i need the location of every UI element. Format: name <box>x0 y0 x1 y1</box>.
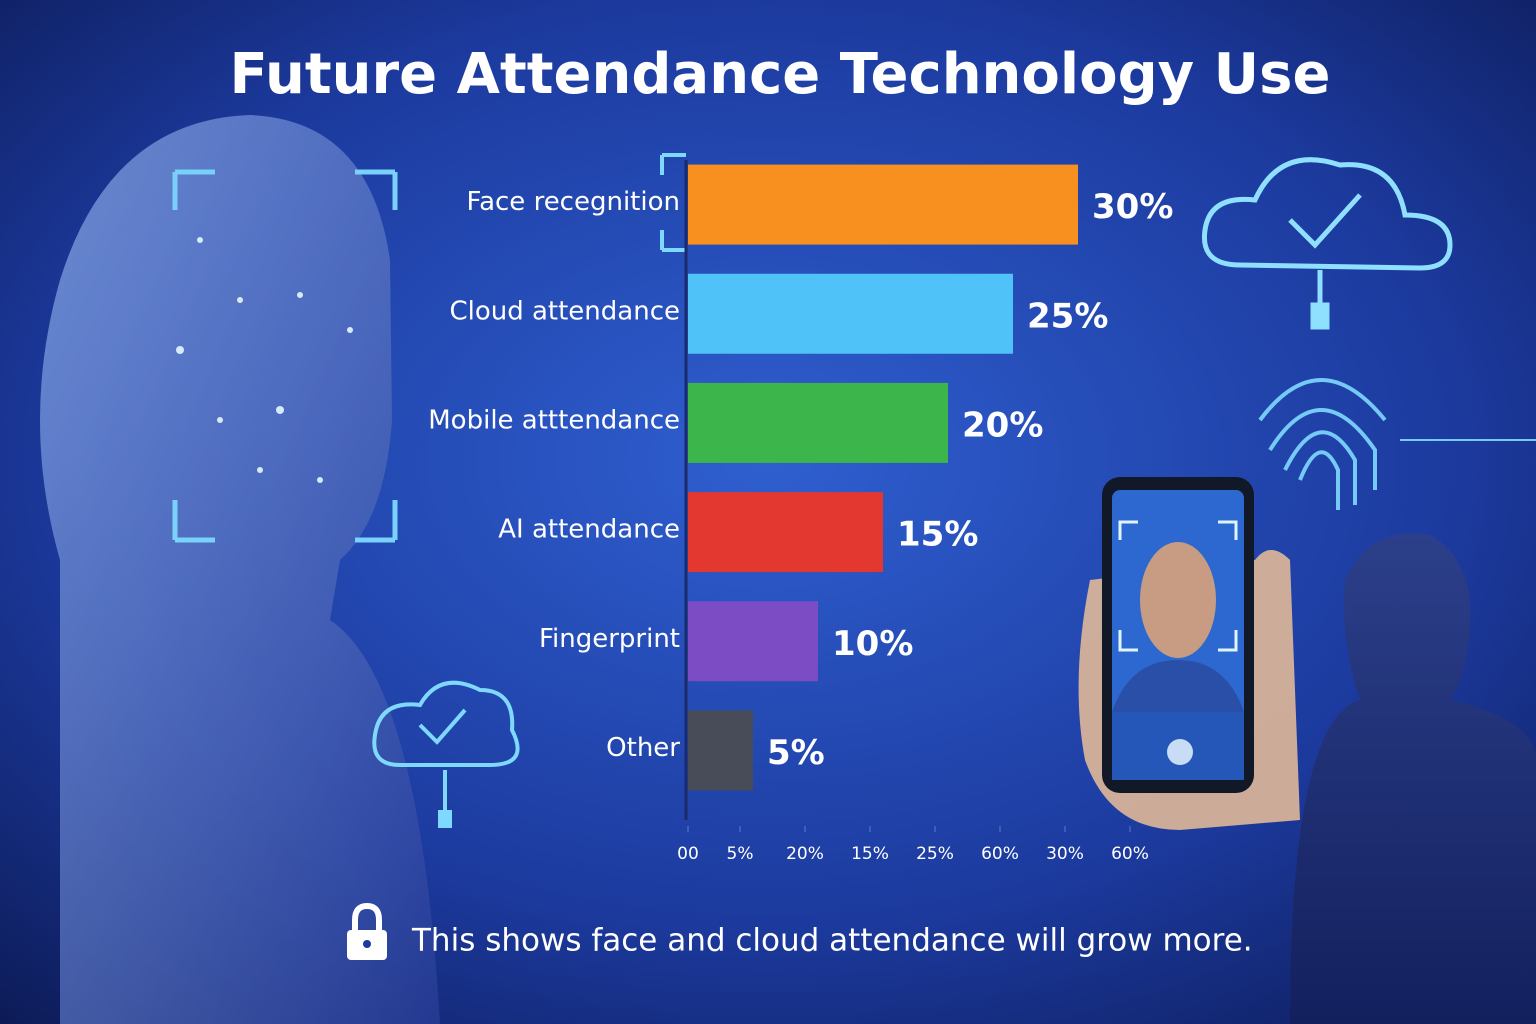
category-label: Fingerprint <box>539 624 680 654</box>
chart-title: Future Attendance Technology Use <box>230 42 1331 107</box>
bar <box>688 710 753 791</box>
caption: This shows face and cloud attendance wil… <box>347 902 1253 960</box>
bar <box>688 492 883 573</box>
x-tick-label: 00 <box>677 844 699 864</box>
face-illustration <box>40 115 440 1024</box>
value-label: 20% <box>962 405 1043 445</box>
value-label: 15% <box>897 515 978 555</box>
cloud-icon-right <box>1201 157 1453 330</box>
value-label: 5% <box>767 733 825 773</box>
bar <box>688 382 948 463</box>
bar <box>688 601 818 682</box>
x-tick-label: 60% <box>981 844 1019 864</box>
x-tick-label: 25% <box>916 844 954 864</box>
frame-bracket <box>660 153 686 252</box>
value-label: 10% <box>832 624 913 664</box>
lock-shackle <box>352 902 382 930</box>
x-tick-label: 60% <box>1111 844 1149 864</box>
cloud-icon-left <box>372 680 520 828</box>
x-tick-label: 15% <box>851 844 889 864</box>
man-illustration <box>1290 533 1536 1024</box>
phone-illustration <box>1078 477 1300 830</box>
lock-hole <box>363 940 371 948</box>
category-label: AI attendance <box>498 515 680 545</box>
category-label: Cloud attendance <box>449 296 680 326</box>
category-label: Face recegnition <box>467 187 680 217</box>
bar <box>688 164 1078 245</box>
fingerprint-icon <box>1258 378 1536 510</box>
value-label: 30% <box>1092 187 1173 227</box>
value-label: 25% <box>1027 296 1108 336</box>
x-tick-label: 30% <box>1046 844 1084 864</box>
caption-text: This shows face and cloud attendance wil… <box>411 923 1253 959</box>
category-label: Other <box>606 733 680 763</box>
x-tick-label: 20% <box>786 844 824 864</box>
bar <box>688 273 1013 354</box>
x-tick-label: 5% <box>727 844 754 864</box>
category-label: Mobile atttendance <box>428 405 680 435</box>
